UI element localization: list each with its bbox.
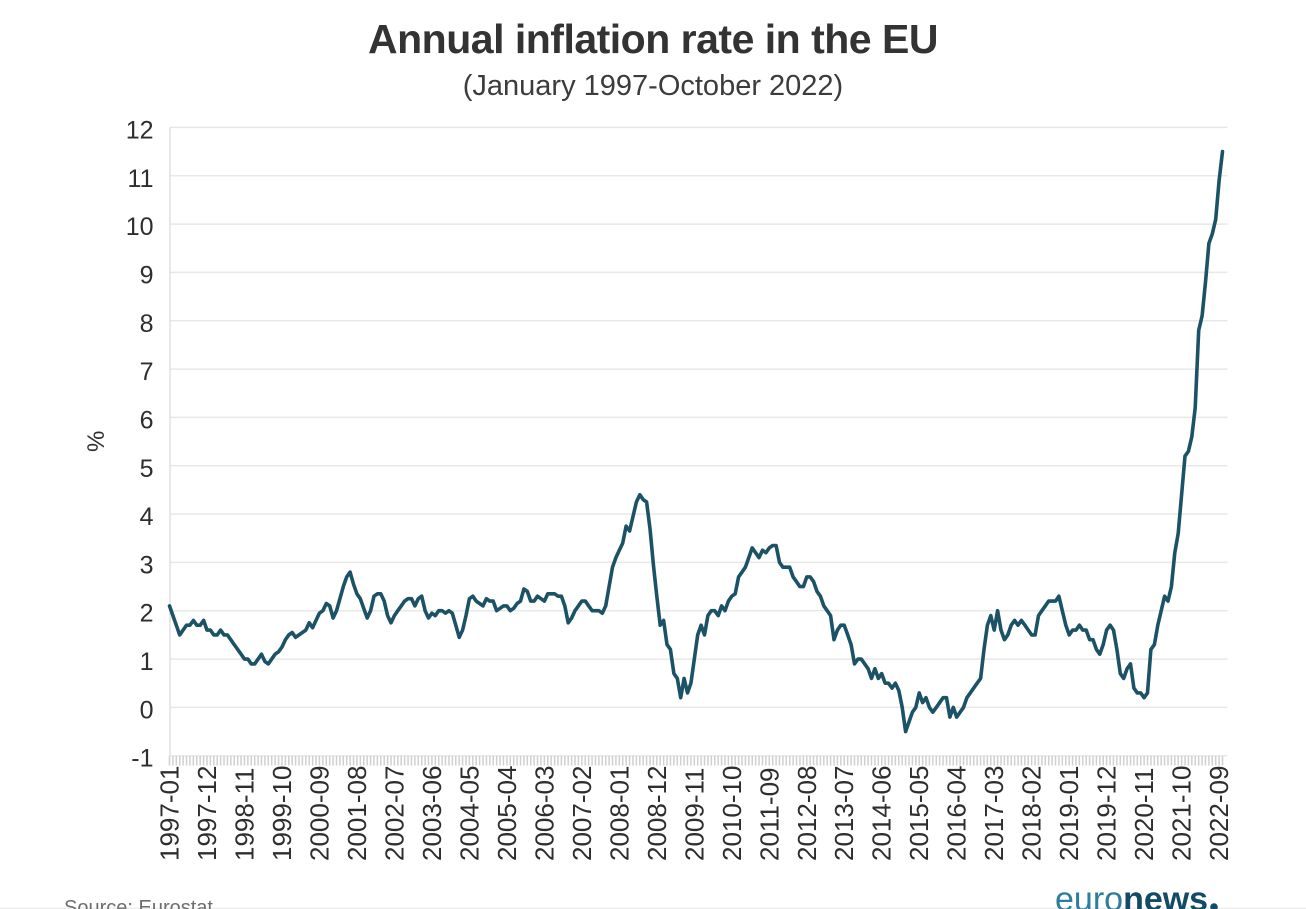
- svg-text:2008-12: 2008-12: [642, 766, 672, 861]
- svg-text:2002-07: 2002-07: [379, 766, 409, 861]
- svg-text:2011-09: 2011-09: [754, 768, 784, 862]
- svg-text:4: 4: [140, 503, 154, 531]
- svg-text:2005-04: 2005-04: [492, 766, 522, 861]
- svg-text:euronews: euronews: [1055, 881, 1208, 909]
- svg-text:2019-01: 2019-01: [1054, 766, 1084, 861]
- svg-text:2022-09: 2022-09: [1204, 766, 1234, 861]
- svg-text:2019-12: 2019-12: [1092, 766, 1122, 861]
- svg-text:2008-01: 2008-01: [604, 766, 634, 861]
- svg-text:2004-05: 2004-05: [454, 766, 484, 861]
- svg-text:6: 6: [140, 406, 154, 434]
- svg-text:2: 2: [140, 600, 154, 628]
- svg-text:5: 5: [140, 455, 154, 483]
- svg-text:12: 12: [126, 116, 154, 144]
- svg-text:0: 0: [140, 696, 154, 724]
- svg-text:1997-01: 1997-01: [155, 766, 185, 861]
- svg-text:2009-11: 2009-11: [679, 768, 709, 862]
- svg-text:1997-12: 1997-12: [192, 766, 222, 861]
- svg-text:2010-10: 2010-10: [717, 766, 747, 861]
- svg-text:2016-04: 2016-04: [942, 766, 972, 861]
- svg-text:2014-06: 2014-06: [867, 766, 897, 861]
- svg-text:8: 8: [140, 310, 154, 338]
- svg-text:3: 3: [140, 551, 154, 579]
- svg-text:2021-10: 2021-10: [1167, 766, 1197, 861]
- svg-text:1998-11: 1998-11: [230, 768, 260, 862]
- svg-text:2020-11: 2020-11: [1129, 768, 1159, 862]
- svg-text:2003-06: 2003-06: [417, 766, 447, 861]
- svg-text:2001-08: 2001-08: [342, 766, 372, 861]
- svg-text:Source: Eurostat: Source: Eurostat: [64, 897, 213, 909]
- svg-text:-1: -1: [131, 745, 153, 773]
- svg-text:2012-08: 2012-08: [792, 766, 822, 861]
- svg-text:7: 7: [140, 358, 154, 386]
- svg-text:2017-03: 2017-03: [979, 766, 1009, 861]
- svg-text:2018-02: 2018-02: [1017, 766, 1047, 861]
- svg-text:10: 10: [126, 213, 154, 241]
- svg-text:2015-05: 2015-05: [904, 766, 934, 861]
- svg-text:11: 11: [128, 165, 154, 193]
- svg-text:2007-02: 2007-02: [567, 766, 597, 861]
- svg-text:1999-10: 1999-10: [267, 766, 297, 861]
- svg-text:%: %: [83, 431, 110, 452]
- svg-text:2006-03: 2006-03: [529, 766, 559, 861]
- svg-text:2013-07: 2013-07: [829, 766, 859, 861]
- svg-text:9: 9: [140, 261, 154, 289]
- svg-text:1: 1: [140, 648, 154, 676]
- svg-text:2000-09: 2000-09: [304, 766, 334, 861]
